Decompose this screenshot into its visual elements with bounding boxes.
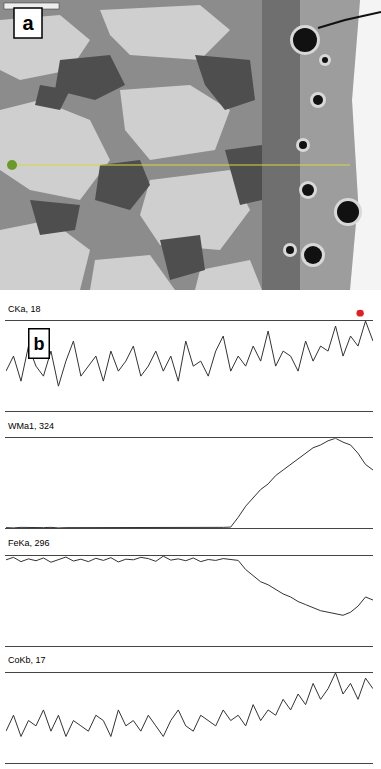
- svg-text:CKa, 18: CKa, 18: [8, 304, 41, 314]
- svg-text:a: a: [22, 12, 34, 34]
- svg-text:WMa1, 324: WMa1, 324: [8, 421, 54, 431]
- svg-text:FeKa, 296: FeKa, 296: [8, 538, 50, 548]
- svg-text:CoKb, 17: CoKb, 17: [8, 655, 46, 665]
- svg-text:b: b: [34, 334, 45, 354]
